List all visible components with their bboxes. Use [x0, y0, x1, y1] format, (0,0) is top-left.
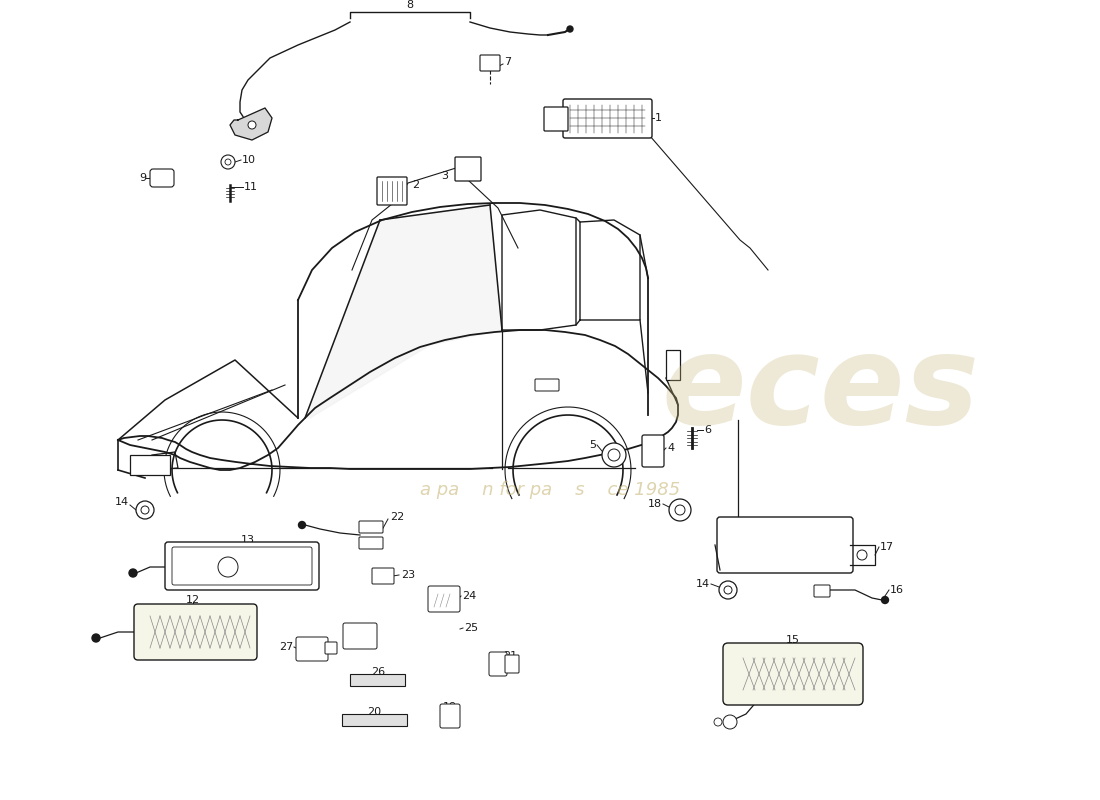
Circle shape — [714, 718, 722, 726]
Text: 23: 23 — [402, 570, 415, 580]
FancyBboxPatch shape — [455, 157, 481, 181]
Text: 12: 12 — [186, 595, 200, 605]
Circle shape — [719, 581, 737, 599]
FancyBboxPatch shape — [130, 455, 170, 475]
Circle shape — [248, 121, 256, 129]
Text: 22: 22 — [390, 512, 405, 522]
Text: 13: 13 — [241, 535, 255, 545]
FancyBboxPatch shape — [814, 585, 830, 597]
FancyBboxPatch shape — [172, 547, 312, 585]
FancyBboxPatch shape — [377, 177, 407, 205]
Polygon shape — [230, 108, 272, 140]
FancyBboxPatch shape — [350, 674, 405, 686]
Circle shape — [218, 557, 238, 577]
FancyBboxPatch shape — [165, 542, 319, 590]
Text: 8: 8 — [406, 0, 414, 10]
Text: 26: 26 — [371, 667, 385, 677]
Text: 25: 25 — [464, 623, 478, 633]
FancyBboxPatch shape — [359, 521, 383, 533]
Text: 16: 16 — [890, 585, 904, 595]
Circle shape — [141, 506, 149, 514]
Text: 6: 6 — [704, 425, 711, 435]
FancyBboxPatch shape — [666, 350, 680, 380]
FancyBboxPatch shape — [480, 55, 501, 71]
Circle shape — [675, 505, 685, 515]
Polygon shape — [305, 205, 502, 418]
Text: 17: 17 — [880, 542, 894, 552]
Circle shape — [566, 26, 573, 32]
FancyBboxPatch shape — [342, 714, 407, 726]
FancyBboxPatch shape — [359, 537, 383, 549]
Circle shape — [608, 449, 620, 461]
Circle shape — [669, 499, 691, 521]
FancyBboxPatch shape — [723, 643, 864, 705]
Text: 2: 2 — [412, 180, 419, 190]
Text: 18: 18 — [648, 499, 662, 509]
Text: 10: 10 — [242, 155, 256, 165]
Text: 9: 9 — [139, 173, 146, 183]
FancyBboxPatch shape — [150, 169, 174, 187]
FancyBboxPatch shape — [296, 637, 328, 661]
Text: 28: 28 — [353, 623, 367, 633]
FancyBboxPatch shape — [544, 107, 568, 131]
FancyBboxPatch shape — [428, 586, 460, 612]
Text: 19: 19 — [443, 702, 458, 712]
FancyBboxPatch shape — [717, 517, 852, 573]
Text: eces: eces — [661, 330, 979, 450]
Circle shape — [602, 443, 626, 467]
Text: a pa    n for pa    s    ce 1985: a pa n for pa s ce 1985 — [420, 481, 680, 499]
FancyBboxPatch shape — [505, 655, 519, 673]
Text: 15: 15 — [786, 635, 800, 645]
Circle shape — [129, 569, 138, 577]
Text: 4: 4 — [667, 443, 674, 453]
Circle shape — [857, 550, 867, 560]
Circle shape — [136, 501, 154, 519]
Circle shape — [221, 155, 235, 169]
FancyBboxPatch shape — [563, 99, 652, 138]
FancyBboxPatch shape — [134, 604, 257, 660]
Text: 11: 11 — [244, 182, 258, 192]
Text: 3: 3 — [441, 171, 448, 181]
FancyBboxPatch shape — [642, 435, 664, 467]
Circle shape — [724, 586, 732, 594]
Text: 1: 1 — [654, 113, 662, 123]
FancyBboxPatch shape — [535, 379, 559, 391]
Text: 7: 7 — [504, 57, 512, 67]
FancyBboxPatch shape — [490, 652, 507, 676]
Text: 5: 5 — [588, 440, 596, 450]
Circle shape — [92, 634, 100, 642]
Text: 24: 24 — [462, 591, 476, 601]
Text: 20: 20 — [367, 707, 381, 717]
Text: 14: 14 — [696, 579, 710, 589]
FancyBboxPatch shape — [372, 568, 394, 584]
Text: 21: 21 — [503, 651, 517, 661]
FancyBboxPatch shape — [343, 623, 377, 649]
FancyBboxPatch shape — [324, 642, 337, 654]
Circle shape — [881, 597, 889, 603]
Text: 27: 27 — [278, 642, 293, 652]
Text: 14: 14 — [114, 497, 129, 507]
Circle shape — [298, 522, 306, 529]
Circle shape — [723, 715, 737, 729]
Circle shape — [226, 159, 231, 165]
FancyBboxPatch shape — [440, 704, 460, 728]
